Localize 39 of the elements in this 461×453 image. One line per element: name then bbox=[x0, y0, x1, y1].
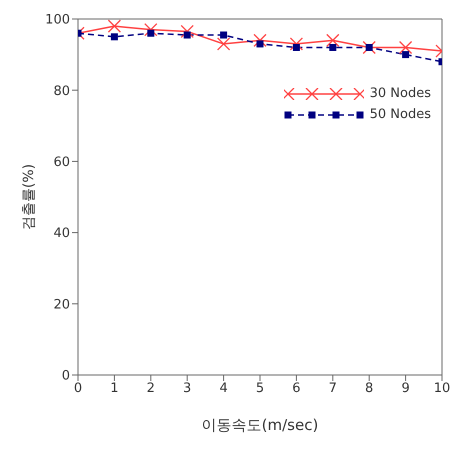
x-axis-title: 이동속도(m/sec) bbox=[202, 416, 318, 434]
y-axis-title: 검출률(%) bbox=[20, 164, 37, 230]
point bbox=[290, 37, 304, 51]
point bbox=[256, 40, 264, 48]
point bbox=[362, 40, 376, 54]
y-tick-label: 40 bbox=[53, 226, 70, 242]
point bbox=[402, 51, 410, 58]
legend-label: 50 Nodes bbox=[370, 107, 431, 122]
x-tick-label: 3 bbox=[183, 381, 192, 396]
x-tick-label: 1 bbox=[110, 381, 119, 396]
y-tick-label: 100 bbox=[45, 12, 70, 28]
x-tick-label: 6 bbox=[292, 381, 301, 396]
point bbox=[108, 19, 122, 33]
point bbox=[253, 34, 267, 48]
point bbox=[329, 44, 336, 51]
point bbox=[292, 44, 300, 51]
legend-label: 30 Nodes bbox=[370, 86, 431, 101]
x-tick-label: 0 bbox=[74, 381, 82, 396]
y-tick-label: 0 bbox=[62, 368, 70, 384]
y-tick-label: 20 bbox=[53, 297, 70, 312]
point bbox=[184, 32, 191, 39]
x-tick-label: 2 bbox=[146, 381, 155, 396]
x-tick-label: 10 bbox=[434, 381, 450, 396]
x-tick-label: 8 bbox=[365, 381, 374, 396]
point bbox=[326, 34, 340, 48]
point bbox=[216, 37, 230, 51]
x-tick-label: 5 bbox=[256, 381, 264, 396]
y-tick-label: 80 bbox=[53, 84, 70, 99]
x-tick-label: 9 bbox=[401, 381, 410, 396]
y-tick-label: 60 bbox=[53, 155, 70, 170]
point bbox=[366, 44, 373, 51]
point bbox=[398, 40, 412, 54]
point bbox=[147, 30, 154, 37]
point bbox=[220, 32, 228, 39]
x-tick-label: 7 bbox=[328, 381, 337, 396]
point bbox=[144, 23, 158, 36]
x-tick-label: 4 bbox=[219, 381, 228, 396]
point bbox=[180, 24, 194, 38]
point bbox=[110, 33, 118, 40]
